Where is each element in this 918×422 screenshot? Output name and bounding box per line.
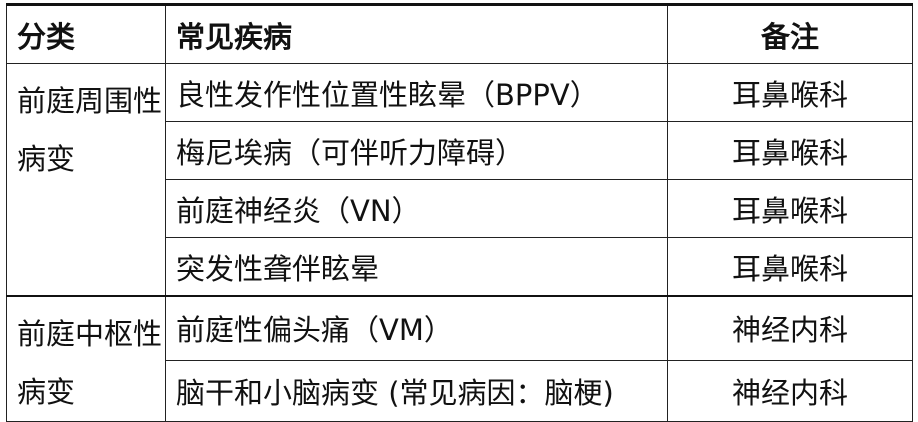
note-cell: 耳鼻喉科 <box>667 179 913 238</box>
header-row: 分类 常见疾病 备注 <box>6 3 913 64</box>
note-cell: 耳鼻喉科 <box>667 237 913 297</box>
header-note: 备注 <box>667 3 913 64</box>
table-row: 梅尼埃病（可伴听力障碍） 耳鼻喉科 <box>7 121 913 180</box>
header-disease: 常见疾病 <box>165 3 668 64</box>
table-row: 前庭中枢性病变 前庭性偏头痛（VM） 神经内科 <box>6 296 913 422</box>
header-category: 分类 <box>6 3 166 64</box>
disease-cell: 脑干和小脑病变 (常见病因：脑梗) <box>165 360 668 422</box>
disease-cell: 前庭神经炎（VN） <box>165 179 668 238</box>
category-cell: 前庭中枢性病变 <box>6 296 166 422</box>
table-row: 前庭神经炎（VN） 耳鼻喉科 <box>7 179 913 238</box>
note-cell: 神经内科 <box>667 360 913 422</box>
disease-cell: 突发性聋伴眩晕 <box>165 237 668 297</box>
disease-cell: 良性发作性位置性眩晕（BPPV） <box>165 63 668 122</box>
note-cell: 耳鼻喉科 <box>667 63 913 122</box>
table-row: 前庭周围性病变 良性发作性位置性眩晕（BPPV） 耳鼻喉科 <box>6 63 913 297</box>
table-row: 脑干和小脑病变 (常见病因：脑梗) 神经内科 <box>7 360 913 422</box>
note-cell: 耳鼻喉科 <box>667 121 913 180</box>
disease-cell: 梅尼埃病（可伴听力障碍） <box>165 121 668 180</box>
note-cell: 神经内科 <box>667 296 913 361</box>
category-cell: 前庭周围性病变 <box>6 63 166 297</box>
disease-table: 分类 常见疾病 备注 前庭周围性病变 良性发作性位置性眩晕（BPPV） 耳鼻喉科… <box>6 3 913 422</box>
disease-cell: 前庭性偏头痛（VM） <box>165 296 668 361</box>
table-row: 突发性聋伴眩晕 耳鼻喉科 <box>7 237 913 297</box>
